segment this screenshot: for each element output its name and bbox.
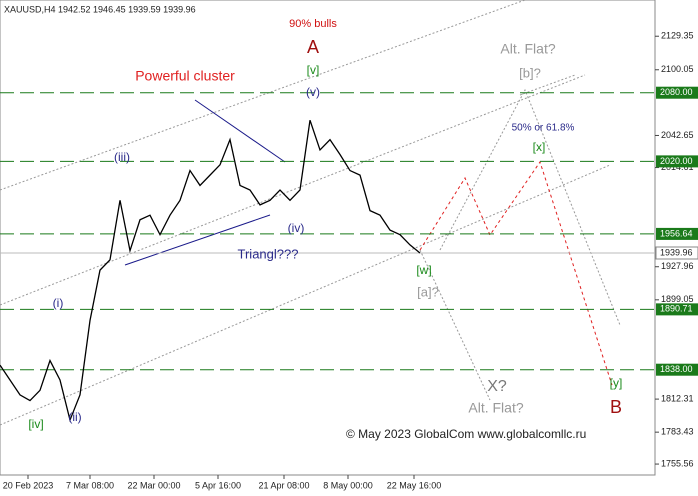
y-tick-label: 2129.35 <box>661 31 694 41</box>
x-tick-label: 20 Feb 2023 <box>3 480 54 490</box>
channel-line <box>0 0 526 191</box>
triangle-line <box>194 99 286 163</box>
annotation: (iv) <box>288 221 305 235</box>
annotation: X? <box>487 378 507 395</box>
y-tick-label: 1755.56 <box>661 458 694 468</box>
level-label: 1890.71 <box>660 304 693 314</box>
projection-line <box>419 160 613 386</box>
annotation: Alt. Flat? <box>500 41 555 57</box>
annotation: (i) <box>53 296 64 310</box>
channel-line <box>0 74 586 306</box>
x-tick-label: 5 Apr 16:00 <box>195 480 241 490</box>
level-label: 1838.00 <box>660 364 693 374</box>
x-tick-label: 22 May 16:00 <box>387 480 442 490</box>
annotation: [a]? <box>417 284 439 299</box>
level-label-box <box>656 86 698 99</box>
triangle-lines <box>124 99 286 266</box>
x-tick-label: 8 May 00:00 <box>323 480 373 490</box>
x-tick-label: 22 Mar 00:00 <box>127 480 180 490</box>
price-line <box>0 119 421 423</box>
annotation: Triangl??? <box>238 246 299 261</box>
projection-line <box>439 88 621 326</box>
annotation: [iv] <box>28 417 43 431</box>
projection-line <box>419 249 491 401</box>
annotation: (ii) <box>68 410 81 424</box>
x-tick-label: 21 Apr 08:00 <box>258 480 309 490</box>
y-tick-label: 1812.31 <box>661 393 694 403</box>
annotation: © May 2023 GlobalCom www.globalcomllc.ru <box>346 427 586 441</box>
annotation: [b]? <box>519 65 541 80</box>
annotation: Alt. Flat? <box>468 400 523 416</box>
annotation: [y] <box>610 376 623 390</box>
y-tick-label: 1927.96 <box>661 261 694 271</box>
y-tick-label: 2042.65 <box>661 130 694 140</box>
level-label: 2080.00 <box>660 87 693 97</box>
annotation: (v) <box>306 85 320 99</box>
annotation: A <box>307 37 319 57</box>
level-label: 2020.00 <box>660 156 693 166</box>
channel-line <box>0 164 611 426</box>
x-tick-label: 7 Mar 08:00 <box>66 480 114 490</box>
level-label-box <box>656 227 698 240</box>
current-price-label: 1939.96 <box>660 247 693 257</box>
level-label-box <box>656 155 698 168</box>
annotation: 90% bulls <box>289 18 337 30</box>
annotation: [v] <box>307 63 320 77</box>
annotation: 50% or 61.8% <box>512 123 575 134</box>
channel-line <box>519 74 576 96</box>
current-price-box <box>655 246 698 260</box>
level-label: 1956.64 <box>660 228 693 238</box>
channel-lines <box>0 0 621 426</box>
annotation: (iii) <box>114 150 130 164</box>
annotation: [x] <box>533 140 546 154</box>
y-tick-label: 1899.05 <box>661 294 694 304</box>
annotation: [w] <box>416 263 431 277</box>
level-label-box <box>656 303 698 316</box>
level-label-box <box>656 363 698 376</box>
annotation: B <box>610 397 622 417</box>
plot-frame <box>0 0 656 476</box>
annotation: Powerful cluster <box>135 68 235 84</box>
y-tick-label: 1783.43 <box>661 427 694 437</box>
y-tick-label: 2100.05 <box>661 64 694 74</box>
triangle-line <box>124 214 271 266</box>
chart-title: XAUUSD,H4 1942.52 1946.45 1939.59 1939.9… <box>4 4 196 14</box>
